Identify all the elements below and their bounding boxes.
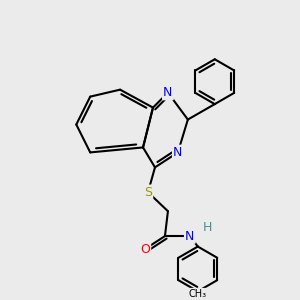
Text: N: N [163, 86, 172, 99]
Text: CH₃: CH₃ [189, 289, 207, 299]
Text: N: N [185, 230, 194, 243]
Text: O: O [140, 242, 150, 256]
Text: N: N [173, 146, 183, 159]
Text: S: S [144, 186, 152, 199]
Text: H: H [203, 220, 212, 234]
